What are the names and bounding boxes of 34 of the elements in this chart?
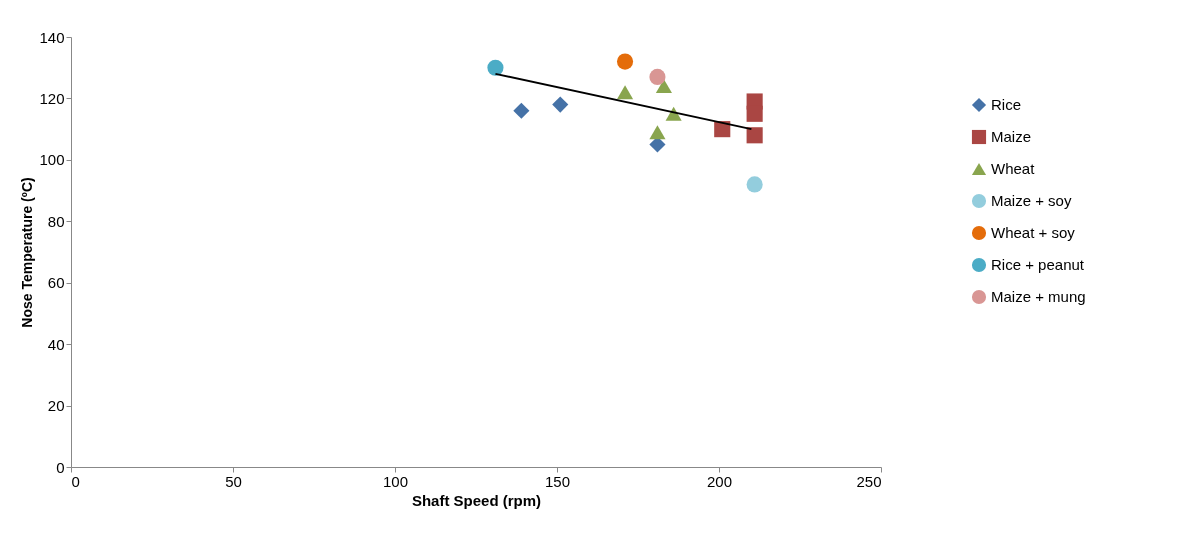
point <box>655 79 672 94</box>
x-tick-label: 150 <box>544 472 571 490</box>
x-axis-title: Shaft Speed (rpm) <box>411 491 542 509</box>
point <box>746 127 763 144</box>
legend-label: Maize + mung <box>991 288 1086 305</box>
point <box>746 105 763 122</box>
x-tick-label: 100 <box>382 472 409 490</box>
y-tick-label: 0 <box>56 458 65 476</box>
x-tick-label: 0 <box>71 472 80 490</box>
legend-label: Maize <box>991 128 1032 145</box>
point <box>513 102 530 119</box>
point <box>487 59 504 76</box>
y-tick-label: 140 <box>39 28 65 46</box>
y-tick-label: 40 <box>47 335 65 353</box>
x-tick-label: 250 <box>856 472 882 490</box>
y-tick-label: 60 <box>47 274 65 292</box>
point <box>746 176 763 193</box>
y-tick-label: 120 <box>39 89 65 107</box>
y-axis-title: Nose Temperature (ºC) <box>19 177 36 328</box>
legend-label: Rice <box>991 96 1022 113</box>
legend-label: Rice + peanut <box>991 256 1085 273</box>
legend-label: Wheat + soy <box>991 224 1076 241</box>
y-tick-label: 100 <box>39 151 65 169</box>
legend-label: Maize + soy <box>991 192 1072 209</box>
x-tick-label: 200 <box>706 472 733 490</box>
point <box>616 53 634 70</box>
point <box>552 96 569 113</box>
y-tick-label: 80 <box>47 212 65 230</box>
point <box>649 125 666 140</box>
y-tick-label: 20 <box>47 397 65 415</box>
x-tick-label: 50 <box>225 472 242 490</box>
point <box>616 85 634 100</box>
point <box>649 68 666 85</box>
legend-label: Wheat <box>991 160 1036 177</box>
